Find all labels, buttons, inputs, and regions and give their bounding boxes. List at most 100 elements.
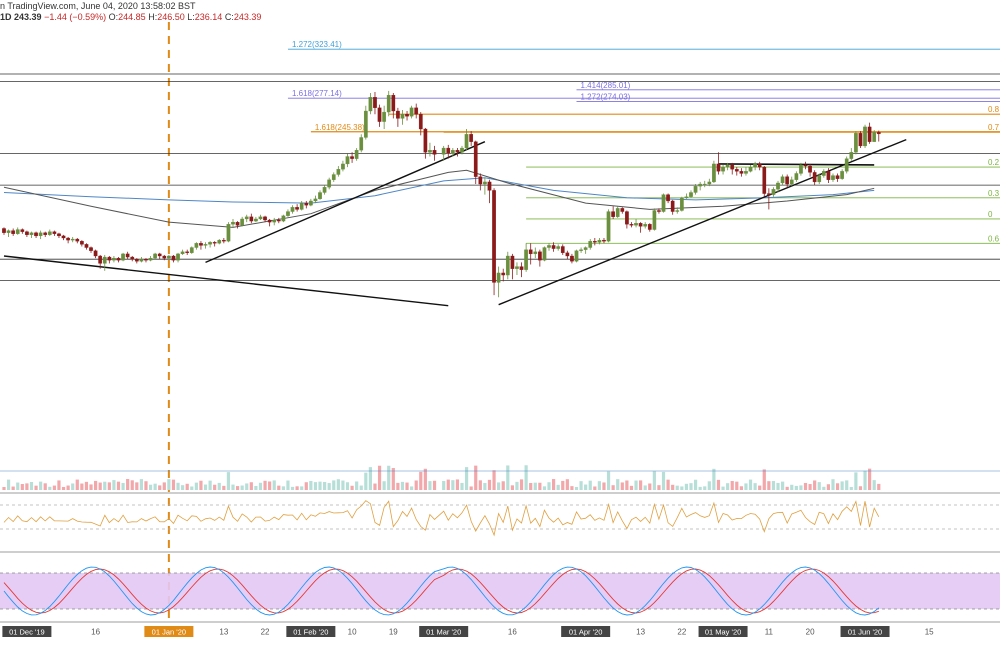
- candle-body: [11, 230, 16, 234]
- volume-bar: [602, 482, 606, 490]
- volume-bar: [432, 480, 437, 490]
- candle-body: [455, 150, 460, 153]
- rsi-panel: [0, 500, 1000, 537]
- candle-body: [373, 97, 377, 108]
- volume-bar: [309, 480, 313, 490]
- volume-bar: [771, 481, 776, 490]
- candles: [2, 90, 881, 298]
- volume-bar: [565, 479, 569, 490]
- stoch-rsi-panel: [0, 566, 1000, 616]
- volume-bar: [171, 479, 176, 490]
- volume-bar: [822, 486, 826, 490]
- candle-body: [386, 94, 391, 113]
- candle-body: [263, 216, 267, 221]
- volume-bar: [693, 479, 698, 490]
- candle-body: [478, 176, 483, 185]
- candle-body: [125, 253, 130, 258]
- candle-body: [254, 218, 258, 222]
- candle-body: [712, 163, 716, 183]
- candle-body: [817, 175, 822, 183]
- candle-body: [757, 163, 762, 168]
- candle-body: [409, 107, 414, 117]
- close-value: 243.39: [233, 12, 262, 22]
- volume-bar: [419, 471, 423, 490]
- volume-bar: [235, 486, 240, 490]
- volume-bar: [217, 482, 221, 490]
- volume-bar: [533, 482, 537, 490]
- candle-body: [597, 239, 602, 243]
- volume-bar: [799, 485, 803, 490]
- volume-bar: [48, 486, 52, 490]
- volume-bar: [423, 468, 427, 490]
- candle-body: [176, 253, 180, 261]
- candle-body: [226, 224, 231, 242]
- volume-bar: [20, 484, 24, 490]
- x-tick-label: 01 May '20: [705, 628, 741, 637]
- fib-level-label: 0.7: [988, 123, 1000, 132]
- candle-body: [744, 171, 748, 174]
- candle-body: [794, 173, 799, 180]
- candle-body: [208, 242, 212, 245]
- candle-body: [221, 239, 226, 242]
- volume-bar: [226, 472, 231, 490]
- price-change: −1.44 (−0.59%): [44, 12, 107, 22]
- fib-level-label: 1.272(323.41): [292, 40, 342, 49]
- volume-bar: [272, 480, 276, 490]
- candle-body: [542, 247, 547, 261]
- candle-body: [363, 110, 368, 138]
- candle-body: [240, 218, 245, 226]
- volume-bar: [350, 485, 354, 490]
- volume-bar: [808, 484, 812, 490]
- volume-bar: [767, 481, 771, 490]
- candle-body: [157, 253, 162, 257]
- volume-bar: [487, 479, 492, 490]
- candle-body: [803, 164, 808, 167]
- volume-bar: [295, 486, 299, 490]
- candle-body: [276, 219, 281, 222]
- volume-bar: [428, 481, 432, 490]
- open-value: 244.85: [118, 12, 146, 22]
- volume-bar: [208, 480, 212, 490]
- candle-body: [267, 219, 272, 223]
- volume-bar: [703, 486, 707, 490]
- candle-body: [418, 114, 423, 130]
- fib-level-label: 0.6: [988, 234, 1000, 243]
- volume-bar: [538, 482, 542, 490]
- candle-body: [112, 257, 116, 261]
- candle-body: [428, 150, 432, 153]
- volume-bar: [726, 483, 730, 490]
- x-tick-label-box: [840, 626, 890, 637]
- candle-body: [702, 183, 707, 186]
- candle-body: [336, 169, 341, 175]
- volume-bar: [529, 482, 533, 490]
- header-source-text: n TradingView.com, June 04, 2020 13:58:0…: [0, 1, 196, 11]
- candle-body: [368, 97, 373, 112]
- candle-body: [515, 266, 519, 269]
- candle-body: [167, 255, 171, 259]
- volume-bar: [52, 485, 56, 490]
- candle-body: [615, 208, 620, 217]
- x-tick-label: 11: [765, 628, 774, 637]
- fib-level-label: 1.414(285.01): [581, 81, 631, 90]
- x-tick-label: 16: [508, 628, 517, 637]
- volume-bar: [643, 485, 647, 490]
- candle-body: [52, 231, 57, 234]
- volume-bar: [396, 482, 400, 490]
- candle-body: [15, 229, 20, 234]
- candle-body: [148, 257, 153, 261]
- volume-bar: [410, 486, 414, 490]
- volume-bar: [689, 483, 693, 490]
- volume-bar: [515, 481, 519, 490]
- fib-level-label: 0: [988, 210, 993, 219]
- volume-bar: [698, 486, 702, 490]
- volume-bar: [364, 472, 368, 490]
- candle-body: [496, 272, 501, 283]
- candle-body: [606, 211, 611, 242]
- trendline: [3, 255, 449, 307]
- volume-bar: [277, 485, 281, 490]
- low-label: L:: [187, 12, 195, 22]
- candle-body: [854, 133, 858, 153]
- volume-bar: [29, 481, 34, 490]
- candle-body: [808, 165, 812, 173]
